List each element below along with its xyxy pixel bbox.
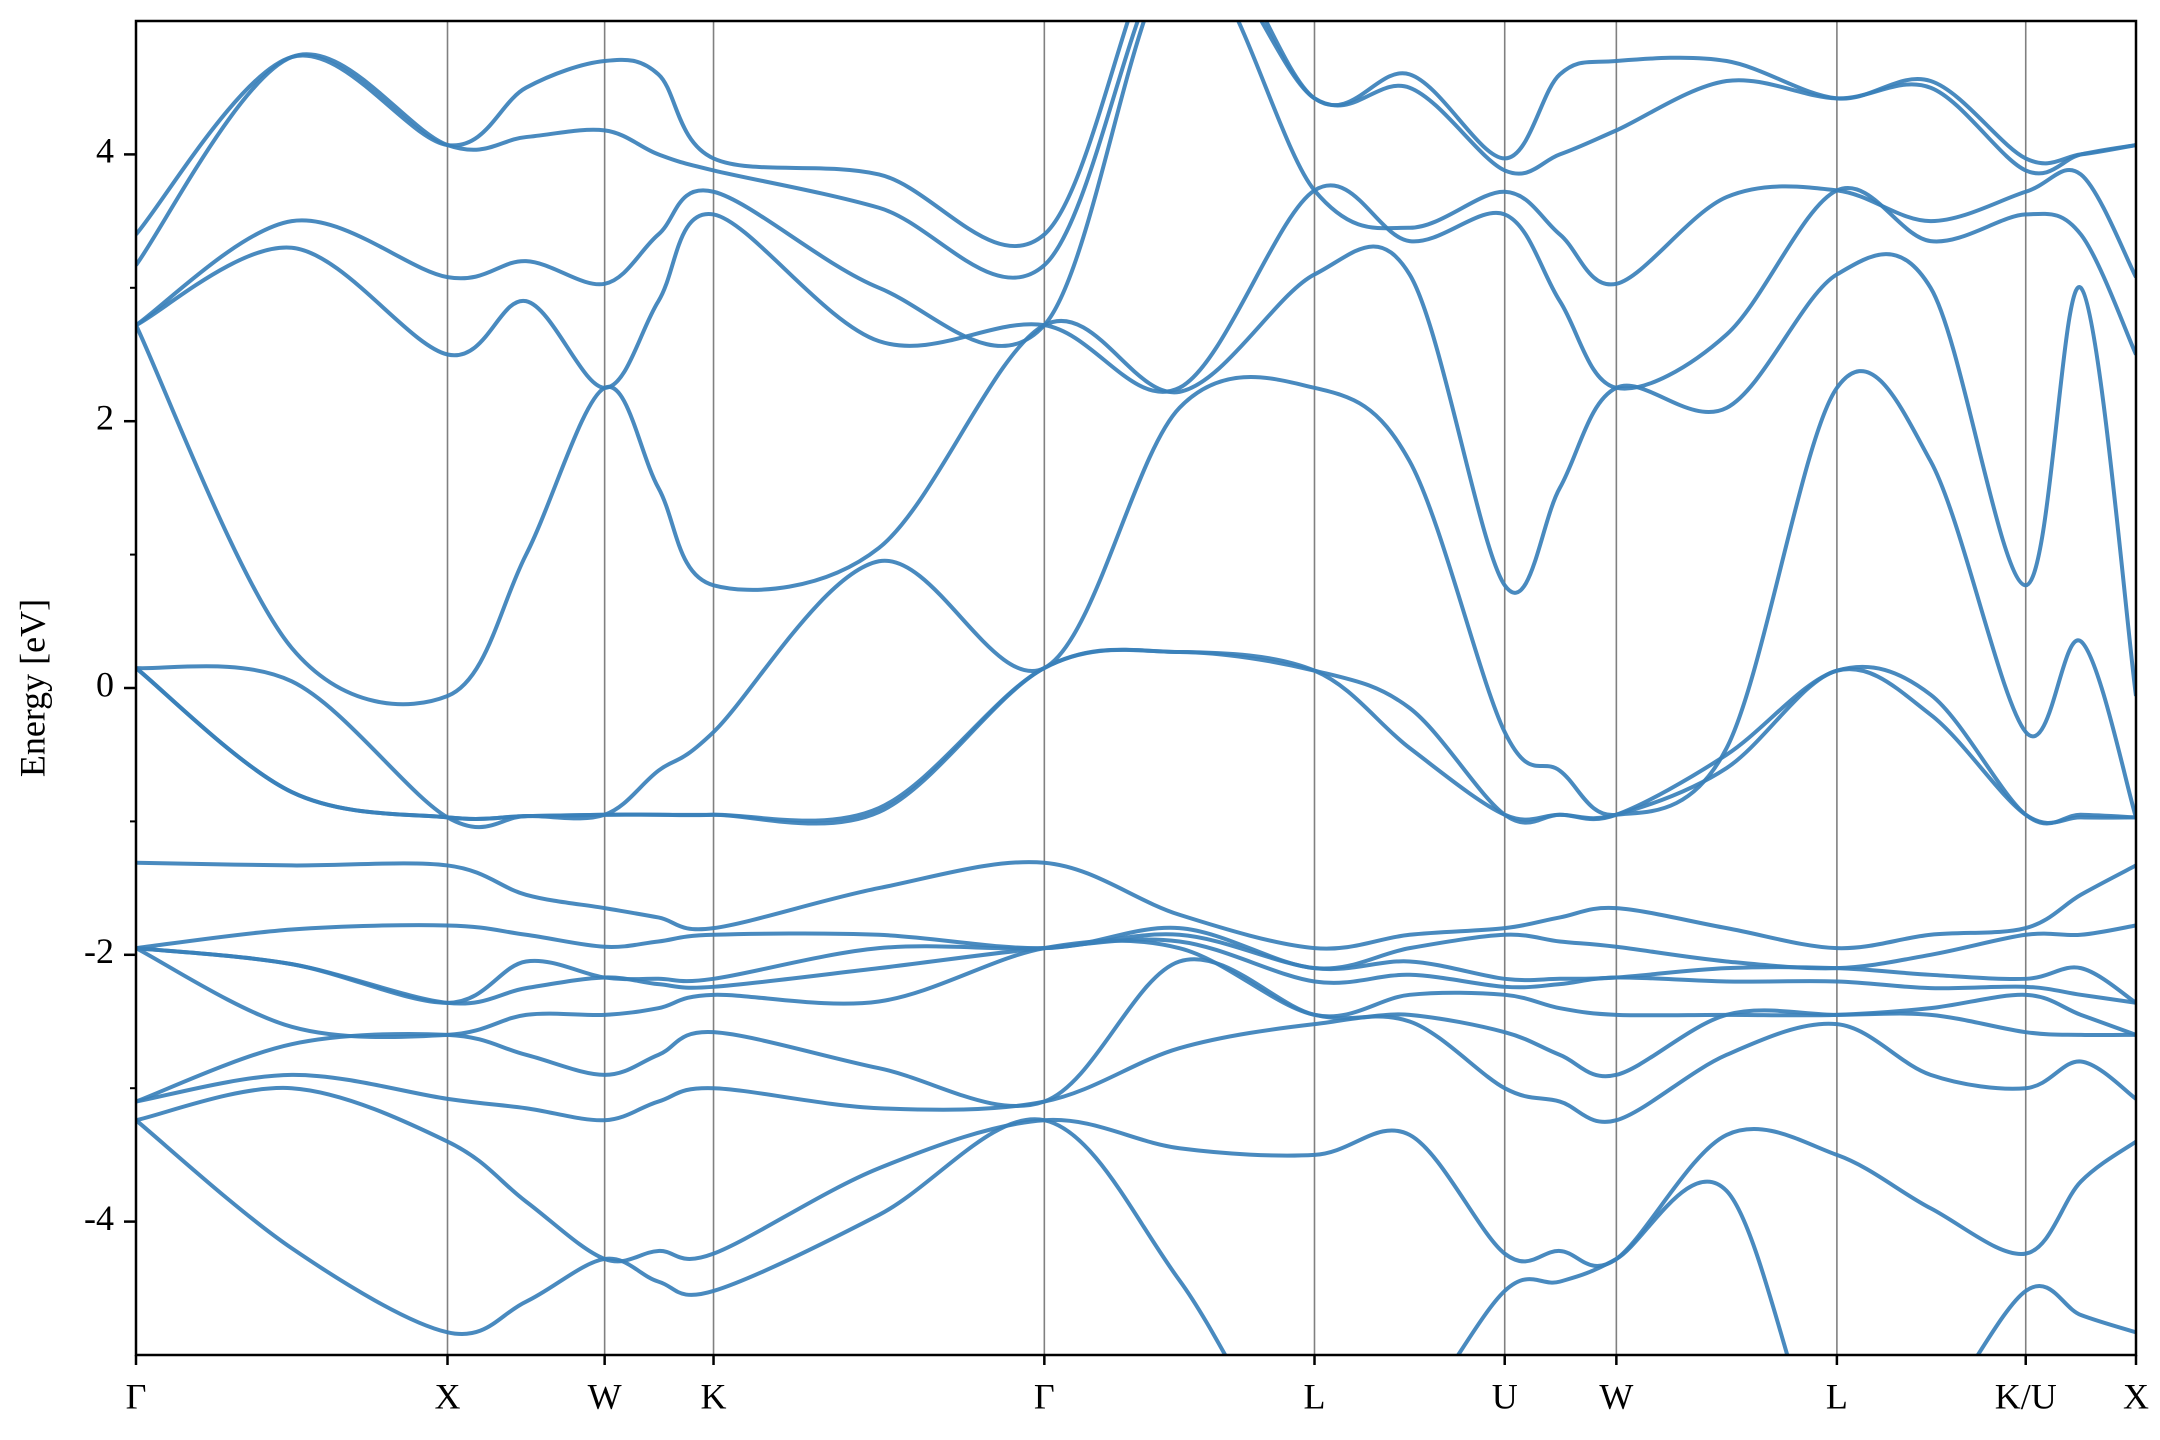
band-line bbox=[136, 937, 2136, 1006]
band-line bbox=[136, 923, 2136, 971]
x-tick-label: U bbox=[1492, 1376, 1518, 1416]
band-line bbox=[136, 244, 2136, 707]
band-line bbox=[136, 21, 2136, 348]
x-tick-label: K/U bbox=[1995, 1376, 2057, 1416]
y-tick-label: 0 bbox=[96, 664, 114, 704]
band-line bbox=[136, 1014, 2136, 1124]
y-tick-label: 2 bbox=[96, 397, 114, 437]
x-tick-label: X bbox=[435, 1376, 461, 1416]
band-line bbox=[136, 938, 2136, 1040]
y-axis-label: Energy [eV] bbox=[12, 599, 52, 777]
y-tick-label: 4 bbox=[96, 131, 114, 171]
band-line bbox=[136, 21, 2136, 249]
bands bbox=[136, 21, 2136, 1355]
band-line bbox=[136, 369, 2136, 830]
x-tick-label: L bbox=[1826, 1376, 1848, 1416]
plot-frame bbox=[134, 19, 2138, 1357]
x-tick-label: L bbox=[1303, 1376, 1325, 1416]
x-tick-label: W bbox=[1599, 1376, 1633, 1416]
band-line bbox=[136, 1085, 2136, 1268]
x-tick-label: W bbox=[588, 1376, 622, 1416]
x-tick-label: Γ bbox=[1034, 1376, 1055, 1416]
band-line bbox=[136, 1117, 2136, 1355]
band-line bbox=[136, 932, 2136, 1005]
y-tick-label: -2 bbox=[84, 931, 114, 971]
band-line bbox=[136, 647, 2136, 826]
band-line bbox=[136, 647, 2136, 826]
band-line bbox=[136, 860, 2136, 951]
x-tick-label: Γ bbox=[126, 1376, 147, 1416]
x-tick-label: K bbox=[701, 1376, 727, 1416]
y-tick-label: -4 bbox=[84, 1198, 114, 1238]
band-line bbox=[136, 183, 2136, 394]
x-tick-label: X bbox=[2123, 1376, 2149, 1416]
